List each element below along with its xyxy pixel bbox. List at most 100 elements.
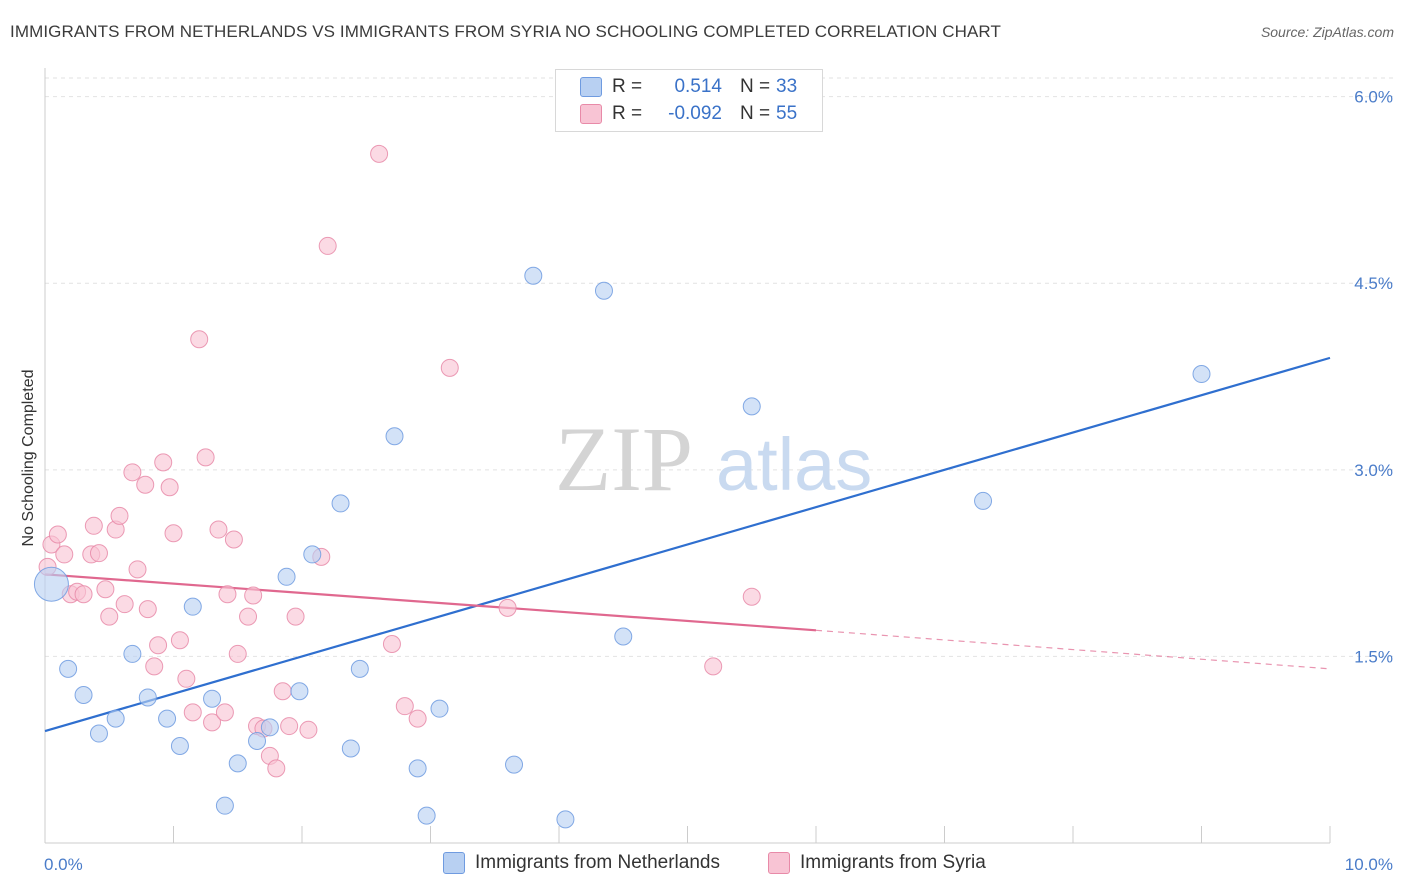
syria-point	[742, 587, 761, 606]
netherlands-point	[228, 754, 247, 773]
syria-point	[318, 236, 337, 255]
netherlands-point	[33, 566, 69, 602]
netherlands-point	[408, 759, 427, 778]
syria-legend-label: Immigrants from Syria	[800, 852, 986, 873]
watermark-atlas: atlas	[716, 423, 872, 506]
syria-point	[123, 463, 142, 482]
syria-point	[196, 448, 215, 467]
syria-trendline-extension	[815, 629, 1331, 670]
syria-point	[115, 595, 134, 614]
watermark: ZIP atlas	[555, 408, 872, 510]
syria-point	[145, 657, 164, 676]
netherlands-point	[74, 685, 93, 704]
y-axis-label: No Schooling Completed	[20, 370, 37, 547]
syria-point	[440, 358, 459, 377]
netherlands-point	[123, 644, 142, 663]
netherlands-point	[215, 796, 234, 815]
syria-point	[154, 453, 173, 472]
syria-swatch	[580, 104, 602, 124]
n-value: 55	[776, 103, 798, 124]
syria-point	[48, 525, 67, 544]
netherlands-point	[170, 736, 189, 755]
syria-point	[218, 585, 237, 604]
netherlands-point	[303, 545, 322, 564]
y-tick-label: 3.0%	[1354, 461, 1393, 480]
r-value: -0.092	[668, 103, 722, 124]
trendlines	[44, 356, 1331, 733]
netherlands-legend-swatch	[443, 852, 465, 874]
syria-point	[280, 717, 299, 736]
syria-point	[170, 631, 189, 650]
grid-lines	[45, 77, 1393, 657]
netherlands-point	[203, 689, 222, 708]
syria-point	[286, 607, 305, 626]
netherlands-point	[89, 724, 108, 743]
syria-point	[408, 709, 427, 728]
syria-point	[128, 560, 147, 579]
watermark-zip: ZIP	[555, 408, 693, 510]
syria-point	[110, 506, 129, 525]
legend-row-netherlands: R = 0.514 N = 33	[580, 75, 797, 99]
netherlands-point	[614, 627, 633, 646]
syria-point	[55, 545, 74, 564]
netherlands-point	[260, 718, 279, 737]
syria-point	[244, 586, 263, 605]
syria-point	[89, 544, 108, 563]
netherlands-point	[183, 597, 202, 616]
syria-point	[498, 598, 517, 617]
syria-point	[96, 580, 115, 599]
n-label: N =	[740, 76, 771, 97]
netherlands-swatch	[580, 77, 602, 97]
syria-point	[224, 530, 243, 549]
n-value: 33	[776, 76, 798, 97]
syria-point	[273, 682, 292, 701]
n-label: N =	[740, 103, 771, 124]
x-tick-label: 0.0%	[44, 855, 83, 874]
netherlands-point	[277, 567, 296, 586]
netherlands-point	[417, 806, 436, 825]
syria-point	[299, 720, 318, 739]
netherlands-point	[524, 266, 543, 285]
netherlands-point	[106, 709, 125, 728]
y-tick-label: 1.5%	[1354, 647, 1393, 666]
y-tick-label: 6.0%	[1354, 88, 1393, 107]
netherlands-point	[974, 491, 993, 510]
legend-item-syria: Immigrants from Syria	[768, 852, 986, 874]
legend-row-syria: R = -0.092 N = 55	[580, 102, 797, 126]
syria-point	[239, 607, 258, 626]
netherlands-point	[594, 281, 613, 300]
syria-point	[138, 600, 157, 619]
y-tick-label: 4.5%	[1354, 274, 1393, 293]
netherlands-point	[331, 494, 350, 513]
series-legend: Immigrants from Netherlands Immigrants f…	[0, 852, 1406, 876]
syria-point	[136, 475, 155, 494]
netherlands-point	[430, 699, 449, 718]
syria-point	[704, 657, 723, 676]
r-label: R =	[612, 76, 643, 97]
correlation-legend: R = 0.514 N = 33 R = -0.092 N = 55	[555, 69, 823, 132]
netherlands-point	[341, 739, 360, 758]
syria-point	[203, 713, 222, 732]
syria-point	[164, 524, 183, 543]
netherlands-point	[138, 688, 157, 707]
syria-point	[382, 634, 401, 653]
netherlands-point	[505, 755, 524, 774]
syria-point	[177, 669, 196, 688]
syria-point	[74, 585, 93, 604]
netherlands-point	[59, 659, 78, 678]
syria-point	[149, 636, 168, 655]
syria-point	[160, 478, 179, 497]
syria-point	[395, 697, 414, 716]
netherlands-point	[556, 810, 575, 829]
syria-point	[215, 703, 234, 722]
source-label: Source: ZipAtlas.com	[1260, 24, 1394, 40]
netherlands-point	[385, 427, 404, 446]
netherlands-point	[290, 682, 309, 701]
syria-point	[100, 607, 119, 626]
netherlands-trendline	[44, 356, 1331, 733]
netherlands-point	[248, 732, 267, 750]
netherlands-point	[1192, 365, 1211, 384]
netherlands-legend-label: Immigrants from Netherlands	[475, 852, 720, 873]
syria-legend-swatch	[768, 852, 790, 874]
